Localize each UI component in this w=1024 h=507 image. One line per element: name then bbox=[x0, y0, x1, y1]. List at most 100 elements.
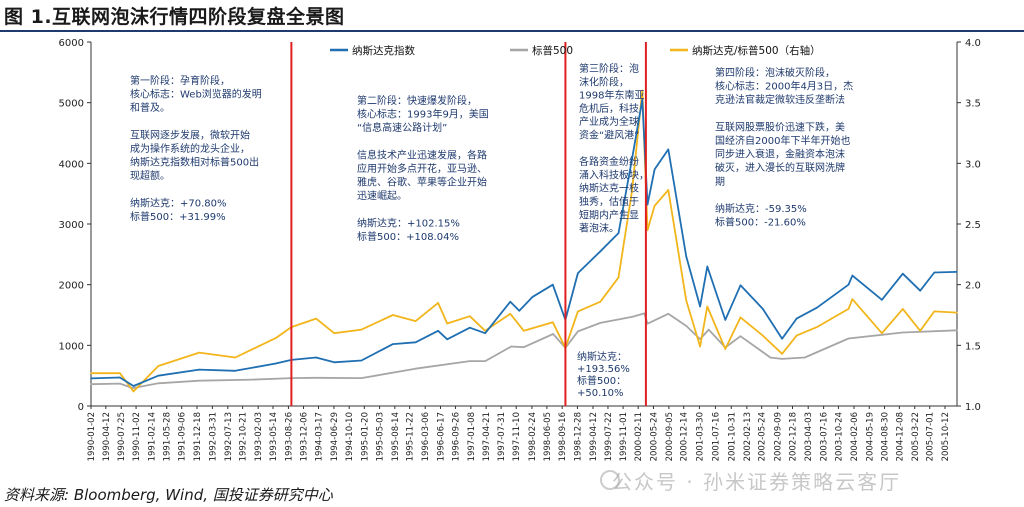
series-point bbox=[90, 372, 92, 375]
stage-note-line: 现超额。 bbox=[130, 169, 170, 182]
series-point bbox=[901, 272, 904, 275]
x-tick-label: 1991-12-18 bbox=[193, 412, 203, 461]
x-tick-label: 2005-10-12 bbox=[941, 412, 951, 461]
x-tick-label: 2001-03-30 bbox=[695, 412, 705, 461]
series-point bbox=[851, 274, 854, 277]
series-point bbox=[437, 302, 439, 304]
y-left-tick-label: 5000 bbox=[59, 99, 84, 110]
series-point bbox=[157, 374, 160, 377]
series-point bbox=[956, 329, 958, 332]
y-left-tick-label: 0 bbox=[78, 402, 84, 413]
stage-note-line: 核心标志：Web浏览器的发明 bbox=[130, 88, 262, 101]
x-tick-label: 1998-12-28 bbox=[573, 412, 583, 461]
stage-note-line: 期 bbox=[715, 176, 725, 188]
series-point bbox=[484, 332, 487, 335]
series-point bbox=[617, 276, 620, 279]
x-tick-label: 2003-07-16 bbox=[820, 412, 830, 461]
stage-note-line: 涌入科技板块， bbox=[579, 168, 649, 181]
x-tick-label: 1991-05-28 bbox=[163, 412, 173, 461]
stage-note-line: 迅速崛起。 bbox=[357, 190, 407, 202]
stage-note-line: 国经济自2000年下半年开始也 bbox=[715, 134, 850, 147]
x-tick-label: 1997-07-31 bbox=[497, 412, 507, 461]
series-point bbox=[599, 322, 602, 324]
series-point bbox=[119, 376, 121, 379]
series-point bbox=[685, 299, 688, 302]
y-left-tick-label: 2000 bbox=[59, 281, 84, 292]
stage-note-line: 破灭，进入漫长的互联网洗牌 bbox=[715, 161, 845, 174]
stage-note-line: 信息技术产业迅速发展，各路 bbox=[357, 148, 487, 161]
series-point bbox=[119, 382, 121, 385]
x-tick-label: 1998-06-05 bbox=[543, 412, 553, 461]
x-tick-label: 1992-03-31 bbox=[208, 412, 218, 461]
series-point bbox=[956, 271, 958, 273]
stage-note-line: 危机后，科技 bbox=[579, 102, 639, 115]
x-tick-label: 2000-05-24 bbox=[649, 412, 659, 461]
stage-note-line: 产业成为全球 bbox=[579, 115, 639, 128]
series-point bbox=[769, 356, 772, 359]
stage-note-line: 纳斯达克：-59.35% bbox=[715, 202, 807, 215]
series-point bbox=[469, 315, 471, 318]
x-tick-label: 1992-10-21 bbox=[239, 412, 249, 461]
watermark-logo-icon bbox=[600, 470, 620, 490]
x-tick-label: 1990-11-02 bbox=[132, 412, 142, 461]
x-tick-label: 1995-11-22 bbox=[406, 412, 416, 461]
x-tick-label: 2004-02-06 bbox=[850, 412, 860, 461]
stage-note-line: 1998年东南亚 bbox=[579, 89, 644, 102]
x-tick-label: 2002-02-13 bbox=[743, 412, 753, 461]
x-tick-label: 2005-07-01 bbox=[926, 412, 936, 461]
x-tick-label: 1990-04-12 bbox=[102, 412, 112, 461]
series-point bbox=[333, 361, 336, 364]
nasdaq-sp500-chart: 0 1000 2000 3000 4000 5000 6000 1.0 1.5 2.0 2.5 3.0… bbox=[59, 38, 981, 461]
y-right-tick-label: 3.5 bbox=[965, 99, 981, 110]
series-point bbox=[234, 370, 237, 372]
x-tick-label: 1993-05-14 bbox=[269, 412, 279, 461]
stage-note-line: 标普500： bbox=[577, 374, 626, 387]
series-point bbox=[522, 329, 525, 332]
series-point bbox=[198, 368, 200, 371]
series-point bbox=[706, 305, 709, 308]
series-point bbox=[933, 271, 936, 274]
series-point bbox=[552, 321, 554, 324]
series-point bbox=[392, 314, 394, 316]
x-tick-label: 1998-09-16 bbox=[558, 412, 568, 461]
series-point bbox=[631, 158, 633, 160]
series-point bbox=[577, 272, 579, 274]
series-point bbox=[252, 378, 255, 381]
series-point bbox=[333, 332, 336, 335]
x-tick-label: 2004-05-19 bbox=[865, 412, 875, 461]
series-point bbox=[781, 337, 783, 340]
series-point bbox=[484, 360, 487, 362]
series-point bbox=[509, 300, 512, 303]
series-point bbox=[851, 298, 854, 301]
series-point bbox=[469, 326, 471, 329]
stage-note-line: 标普500：+108.04% bbox=[357, 230, 459, 243]
series-point bbox=[901, 331, 904, 334]
y-right-tick-label: 1.5 bbox=[965, 341, 981, 352]
series-point bbox=[653, 205, 656, 207]
series-point bbox=[667, 312, 670, 315]
series-point bbox=[518, 309, 521, 312]
series-point bbox=[653, 168, 656, 171]
x-tick-label: 1999-07-22 bbox=[604, 412, 614, 461]
stage-note-line: 雅虎、谷歌、苹果等企业开始 bbox=[357, 176, 487, 189]
stage-note-line: 纳斯达克：+102.15% bbox=[357, 216, 460, 229]
stage-note-line: 标普500：+31.99% bbox=[130, 210, 226, 223]
series-point bbox=[157, 365, 160, 367]
series-line-1 bbox=[90, 312, 957, 390]
series-point bbox=[132, 385, 135, 387]
stage-note-line: +193.56% bbox=[577, 364, 630, 375]
series-point bbox=[132, 390, 135, 393]
series-point bbox=[577, 310, 579, 313]
series-point bbox=[685, 325, 688, 327]
series-point bbox=[446, 338, 448, 341]
x-tick-label: 2001-07-16 bbox=[711, 412, 721, 461]
x-tick-label: 1996-03-06 bbox=[421, 412, 431, 461]
stage-note-line: 短期内产生显 bbox=[579, 208, 639, 221]
stage-note-line: 纳斯达克：+70.80% bbox=[130, 196, 227, 209]
series-point bbox=[360, 377, 363, 379]
x-tick-label: 2005-03-22 bbox=[911, 412, 921, 461]
series-point bbox=[437, 329, 439, 332]
x-tick-label: 2004-08-30 bbox=[881, 412, 891, 461]
x-tick-label: 1993-12-06 bbox=[300, 412, 310, 461]
stage-note-line: 纳斯达克指数相对标普500出 bbox=[130, 156, 259, 169]
